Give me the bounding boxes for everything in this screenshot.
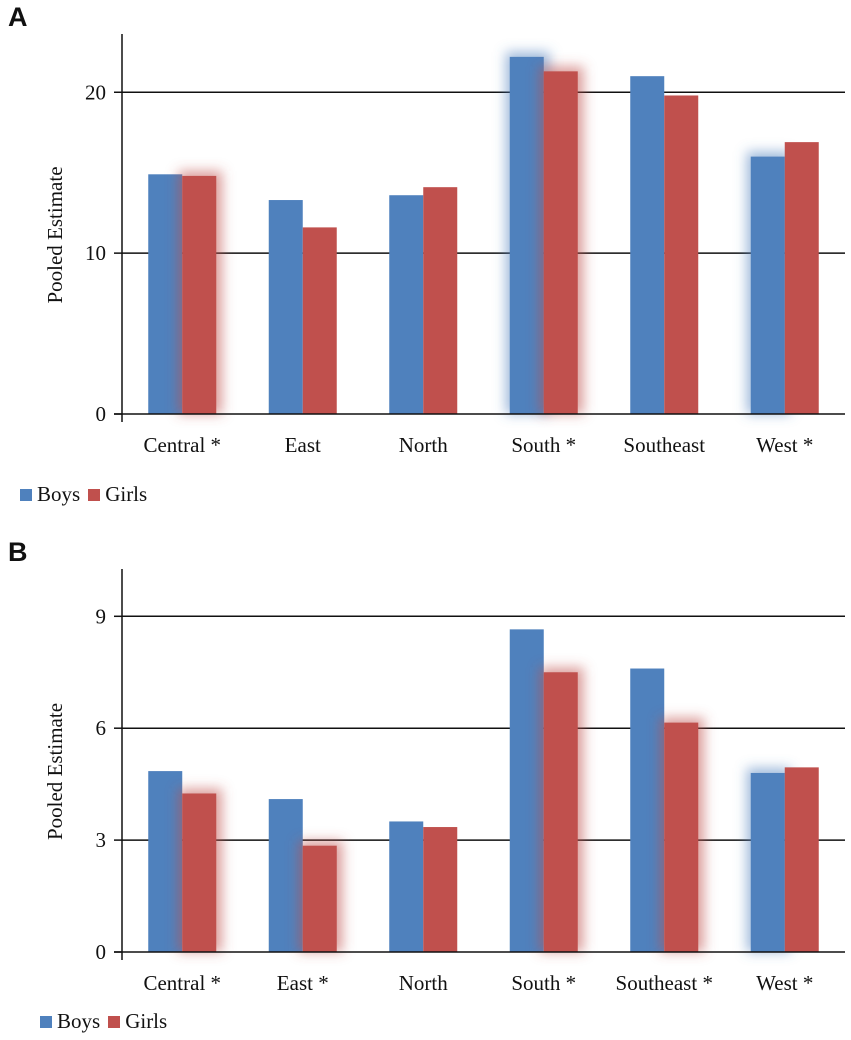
panel-label: A xyxy=(8,2,28,32)
bar-boys-5 xyxy=(750,772,785,952)
x-tick-label: Southeast * xyxy=(616,971,713,995)
bar-girls-2 xyxy=(423,827,458,952)
bar-girls-3 xyxy=(543,672,578,952)
bar-girls-4 xyxy=(664,722,699,952)
legend-item-girls: Girls xyxy=(108,1009,167,1034)
bar-boys-1 xyxy=(268,200,303,414)
bar-girls-0 xyxy=(182,175,217,414)
bar-boys-3 xyxy=(509,629,544,952)
x-tick-label: East xyxy=(285,433,321,457)
bar-boys-5 xyxy=(750,156,785,414)
legend-b: Boys Girls xyxy=(40,1009,175,1034)
x-tick-label: South * xyxy=(511,433,576,457)
x-tick-label: Southeast xyxy=(623,433,705,457)
bar-boys-1 xyxy=(268,799,303,952)
bar-girls-1 xyxy=(302,845,337,952)
bar-girls-5 xyxy=(784,767,819,952)
bar-boys-2 xyxy=(389,195,424,414)
bar-girls-1 xyxy=(302,227,337,414)
bar-chart-a: 0 10 20 Pooled Estimate Central * East North So… xyxy=(43,34,845,457)
x-tick-label: West * xyxy=(756,971,813,995)
x-tick-label: Central * xyxy=(143,433,221,457)
chart-panel-b: B 0 3 6 9 Pooled Estimate Central * East * Nort… xyxy=(0,535,851,1040)
y-tick-label: 9 xyxy=(96,604,107,628)
bar-boys-4 xyxy=(630,76,665,414)
x-tick-label: North xyxy=(399,433,448,457)
legend-swatch-girls xyxy=(108,1015,121,1028)
legend-label-girls: Girls xyxy=(125,1009,168,1033)
bar-boys-4 xyxy=(630,668,665,952)
legend-label-girls: Girls xyxy=(105,482,148,506)
x-tick-label: West * xyxy=(756,433,813,457)
x-tick-label: Central * xyxy=(143,971,221,995)
legend-label-boys: Boys xyxy=(37,482,81,506)
bar-girls-5 xyxy=(784,142,819,414)
x-tick-label: South * xyxy=(511,971,576,995)
bar-girls-4 xyxy=(664,95,699,414)
x-tick-label: North xyxy=(399,971,448,995)
legend-swatch-girls xyxy=(88,488,101,501)
bar-girls-0 xyxy=(182,793,217,952)
bar-boys-0 xyxy=(148,771,183,952)
y-tick-label: 3 xyxy=(96,828,107,852)
bar-girls-2 xyxy=(423,187,458,414)
y-tick-label: 0 xyxy=(96,402,107,426)
y-tick-label: 6 xyxy=(96,716,107,740)
y-tick-label: 20 xyxy=(85,80,106,104)
legend-a: Boys Girls xyxy=(20,482,155,507)
legend-item-girls: Girls xyxy=(88,482,147,507)
legend-item-boys: Boys xyxy=(20,482,80,507)
bar-boys-2 xyxy=(389,821,424,952)
y-tick-label: 0 xyxy=(96,940,107,964)
x-tick-label: East * xyxy=(277,971,329,995)
y-tick-label: 10 xyxy=(85,241,106,265)
legend-swatch-boys xyxy=(40,1015,52,1028)
bar-boys-0 xyxy=(148,174,183,414)
panel-label: B xyxy=(8,537,28,567)
chart-panel-a: A 0 10 20 Pooled Estimate Central * East North… xyxy=(8,2,845,507)
y-axis-label: Pooled Estimate xyxy=(43,166,67,303)
bar-chart-b: 0 3 6 9 Pooled Estimate Central * East * North S… xyxy=(43,569,845,995)
bar-boys-3 xyxy=(509,56,544,414)
legend-swatch-boys xyxy=(20,488,32,501)
y-axis-label: Pooled Estimate xyxy=(43,703,67,840)
legend-label-boys: Boys xyxy=(57,1009,101,1033)
legend-item-boys: Boys xyxy=(40,1009,100,1034)
bar-girls-3 xyxy=(543,71,578,414)
